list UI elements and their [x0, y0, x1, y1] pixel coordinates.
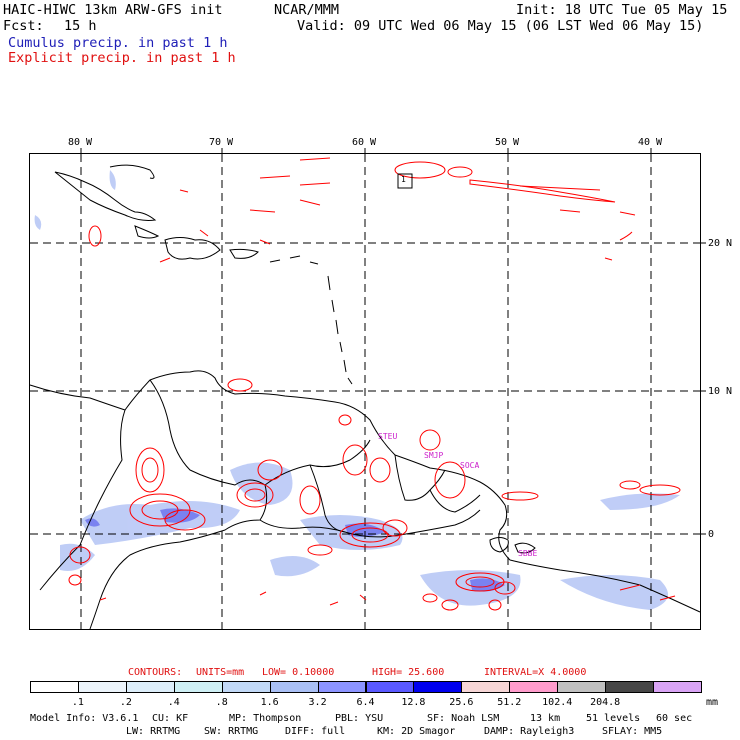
lon-label-70w: 70 W — [209, 137, 234, 148]
footer-timestep: 60 sec — [656, 713, 693, 724]
forecast-label: Fcst: — [3, 18, 44, 34]
colorbar-label: 6.4 — [356, 697, 375, 708]
colorbar-swatch — [77, 681, 127, 693]
colorbar-label: .4 — [167, 697, 180, 708]
colorbar-swatch — [173, 681, 223, 693]
lon-label-80w: 80 W — [68, 137, 93, 148]
colorbar-swatch — [269, 681, 319, 693]
lon-label-50w: 50 W — [495, 137, 520, 148]
footer-resolution: 13 km — [530, 713, 561, 724]
station-label-smjp: SMJP — [424, 451, 444, 460]
contours-low: LOW= 0.10000 — [262, 667, 335, 678]
footer-mp: MP: Thompson — [229, 713, 302, 724]
coastlines — [29, 164, 701, 630]
lat-label-0: 0 — [708, 529, 715, 540]
boxed-marker — [397, 173, 413, 189]
footer-sw: SW: RRTMG — [204, 726, 259, 737]
colorbar-swatch — [557, 681, 607, 693]
footer-lw: LW: RRTMG — [126, 726, 181, 737]
colorbar-label: 51.2 — [497, 697, 522, 708]
colorbar-label: .2 — [119, 697, 132, 708]
colorbar-swatch — [317, 681, 367, 693]
colorbar-swatch — [461, 681, 511, 693]
init-time: Init: 18 UTC Tue 05 May 15 — [516, 2, 728, 18]
lon-label-40w: 40 W — [638, 137, 663, 148]
footer-km: KM: 2D Smagor — [377, 726, 456, 737]
colorbar-swatch — [30, 681, 79, 693]
station-label-steu: STEU — [378, 432, 398, 441]
contours-high: HIGH= 25.600 — [372, 667, 445, 678]
footer-damp: DAMP: Rayleigh3 — [484, 726, 575, 737]
lon-label-60w: 60 W — [352, 137, 377, 148]
colorbar-swatch — [125, 681, 175, 693]
footer-model-info: Model Info: V3.6.1 — [30, 713, 139, 724]
contours-interval: INTERVAL=X 4.0000 — [484, 667, 587, 678]
colorbar-label: 204.8 — [590, 697, 621, 708]
colorbar-label: 12.8 — [401, 697, 426, 708]
colorbar-unit: mm — [706, 697, 719, 708]
explicit-precip-contours — [68, 157, 681, 611]
colorbar-label: .8 — [215, 697, 228, 708]
colorbar-label: 1.6 — [260, 697, 279, 708]
footer-diff: DIFF: full — [285, 726, 346, 737]
colorbar-swatch — [413, 681, 463, 693]
footer-cu: CU: KF — [152, 713, 189, 724]
org-label: NCAR/MMM — [274, 2, 340, 18]
forecast-hour: 15 h — [64, 18, 97, 34]
footer-pbl: PBL: YSU — [335, 713, 384, 724]
colorbar-swatch — [365, 681, 415, 693]
footer-sflay: SFLAY: MM5 — [602, 726, 663, 737]
lat-label-10n: 10 N — [708, 386, 733, 397]
station-label-soca: SOCA — [460, 461, 480, 470]
footer-levels: 51 levels — [586, 713, 641, 724]
colorbar-label: 102.4 — [542, 697, 573, 708]
colorbar-swatch — [605, 681, 655, 693]
cumulus-precip-areas — [34, 170, 680, 610]
cumulus-legend: Cumulus precip. in past 1 h — [8, 35, 228, 51]
colorbar-label: .1 — [71, 697, 84, 708]
colorbar-swatch — [509, 681, 559, 693]
contours-units: UNITS=mm — [196, 667, 245, 678]
colorbar-label: 3.2 — [308, 697, 327, 708]
model-title: HAIC-HIWC 13km ARW-GFS init — [3, 2, 223, 18]
grid-lines — [30, 154, 700, 629]
colorbar-swatch — [221, 681, 271, 693]
valid-time: Valid: 09 UTC Wed 06 May 15 (06 LST Wed … — [297, 18, 704, 34]
contours-label: CONTOURS: — [128, 667, 183, 678]
box-marker-label: 1 — [401, 175, 406, 184]
colorbar-label: 25.6 — [449, 697, 474, 708]
lat-label-20n: 20 N — [708, 238, 733, 249]
colorbar-swatch — [653, 681, 702, 693]
station-label-sbbe: SBBE — [518, 549, 538, 558]
explicit-legend: Explicit precip. in past 1 h — [8, 50, 236, 66]
frame-ticks — [80, 148, 706, 535]
footer-sf: SF: Noah LSM — [427, 713, 500, 724]
